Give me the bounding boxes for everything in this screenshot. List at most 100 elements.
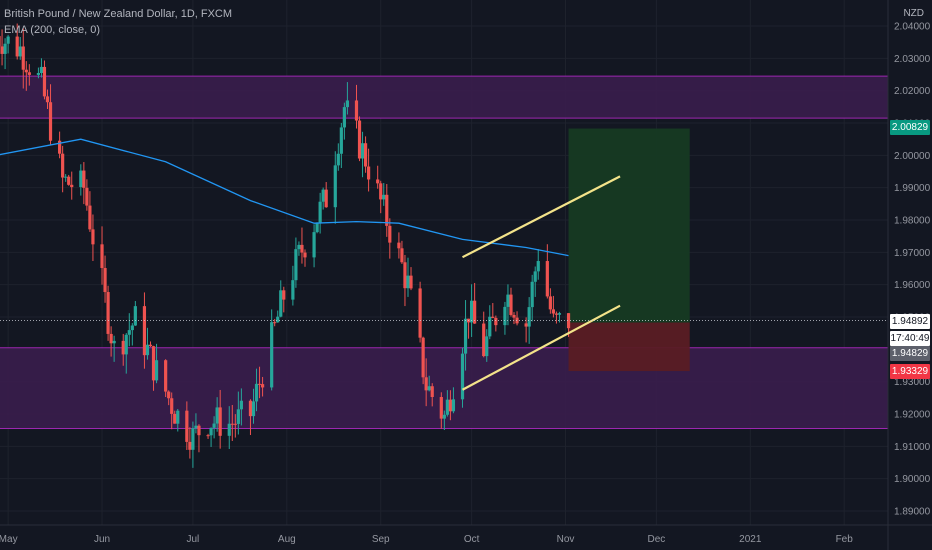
candle-body <box>236 409 240 424</box>
candle-body <box>312 232 316 258</box>
candle-body <box>88 205 92 230</box>
time-axis-label: May <box>0 534 18 545</box>
candle-body <box>254 383 259 402</box>
candle-body <box>321 189 325 202</box>
candle-body <box>106 292 110 334</box>
candle-body <box>0 36 1 47</box>
candle-body <box>212 423 216 428</box>
price-axis-label: 1.96000 <box>894 280 931 291</box>
candle-body <box>273 322 277 324</box>
price-zone <box>0 76 888 119</box>
candle-body <box>494 317 498 326</box>
time-axis-label: Dec <box>647 534 665 545</box>
candle-body <box>6 36 10 44</box>
candle-body <box>376 179 380 184</box>
candle-body <box>509 294 513 315</box>
candle-body <box>124 334 128 355</box>
candle-body <box>164 360 168 392</box>
candle-body <box>282 290 286 300</box>
candle-body <box>363 143 368 167</box>
time-axis-label: Sep <box>372 534 390 545</box>
candle-body <box>297 244 301 250</box>
price-axis-label: 1.98000 <box>894 216 931 227</box>
candle-body <box>251 401 256 417</box>
candle-body <box>67 176 71 185</box>
trend-channel-line <box>461 304 621 391</box>
candle-body <box>112 340 116 344</box>
price-axis-label: 1.89000 <box>894 507 931 518</box>
candle-body <box>345 100 350 108</box>
candle-body <box>260 384 265 388</box>
candle-body <box>451 399 456 412</box>
candle-body <box>70 184 74 188</box>
candle-body <box>18 46 22 57</box>
candle-body <box>61 153 65 178</box>
candle-body <box>448 399 452 412</box>
price-axis-label: 1.92000 <box>894 410 931 421</box>
current-price-tag: 1.94892 <box>890 314 930 329</box>
candle-body <box>173 413 177 424</box>
candle-body <box>209 427 213 436</box>
candle-body <box>197 425 201 436</box>
target-price-tag: 2.00829 <box>890 120 930 135</box>
candle-body <box>406 275 410 289</box>
candle-body <box>230 423 234 425</box>
candle-body <box>127 330 131 335</box>
candle-body <box>400 248 404 263</box>
candle-body <box>439 397 443 419</box>
candle-body <box>427 386 431 391</box>
candle-body <box>318 201 322 223</box>
indicator-label[interactable]: EMA (200, close, 0) <box>4 24 100 36</box>
candle-body <box>515 317 519 324</box>
ema-200-line <box>0 138 569 257</box>
candle-body <box>388 225 392 243</box>
candle-body <box>360 143 365 159</box>
candle-body <box>276 316 280 323</box>
candle-body <box>48 102 53 141</box>
candle-body <box>167 391 171 399</box>
candle-body <box>336 153 340 166</box>
candle-body <box>554 313 559 315</box>
candle-body <box>506 294 510 307</box>
time-axis-label: Aug <box>278 534 296 545</box>
candle-body <box>218 407 222 436</box>
candle-body <box>151 346 156 381</box>
candle-body <box>145 344 150 356</box>
candle-body <box>194 425 198 429</box>
candle-body <box>530 281 534 308</box>
candle-body <box>15 36 19 57</box>
candle-body <box>300 244 304 253</box>
candle-body <box>409 275 413 289</box>
trend-channel-line <box>462 175 621 259</box>
candle-body <box>503 306 507 326</box>
currency-label: NZD <box>903 8 924 19</box>
candle-body <box>342 107 346 128</box>
candle-body <box>421 337 425 378</box>
time-axis-label: Feb <box>836 534 854 545</box>
candle-body <box>248 400 253 417</box>
candle-body <box>233 423 237 425</box>
candle-body <box>82 170 86 188</box>
symbol-title[interactable]: British Pound / New Zealand Dollar, 1D, … <box>4 8 233 20</box>
candle-body <box>85 187 89 206</box>
candle-body <box>188 441 192 450</box>
candle-body <box>545 261 549 297</box>
candle-body <box>176 410 180 424</box>
time-axis-label: Jun <box>94 534 110 545</box>
candle-body <box>566 313 571 329</box>
time-axis-label: Nov <box>557 534 575 545</box>
candle-body <box>333 165 337 208</box>
candle-body <box>170 398 174 414</box>
candle-body <box>58 140 62 154</box>
candle-body <box>485 336 489 357</box>
price-axis-label: 1.97000 <box>894 248 931 259</box>
candle-body <box>291 280 295 300</box>
countdown-tag: 17:40:49 <box>890 331 930 346</box>
candle-body <box>491 316 495 318</box>
candle-body <box>3 43 7 54</box>
candle-body <box>91 229 95 245</box>
candle-body <box>367 166 371 180</box>
candle-body <box>482 323 486 357</box>
